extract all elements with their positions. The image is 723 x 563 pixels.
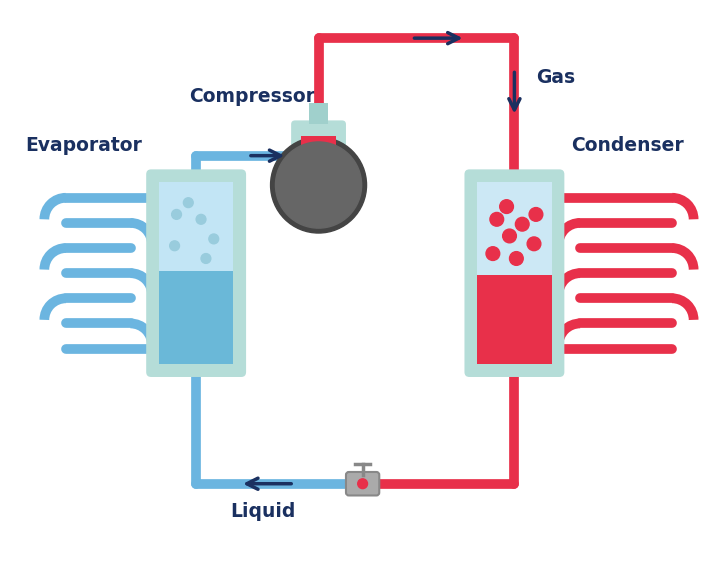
Text: Condenser: Condenser bbox=[571, 136, 684, 155]
FancyBboxPatch shape bbox=[346, 472, 380, 495]
Circle shape bbox=[184, 198, 193, 208]
Text: Evaporator: Evaporator bbox=[25, 136, 142, 155]
Circle shape bbox=[515, 217, 529, 231]
Bar bbox=[159, 182, 234, 271]
Text: Liquid: Liquid bbox=[231, 502, 296, 521]
Bar bbox=[477, 275, 552, 364]
Circle shape bbox=[201, 253, 211, 263]
Circle shape bbox=[171, 209, 181, 220]
Circle shape bbox=[500, 200, 513, 213]
Circle shape bbox=[529, 208, 543, 221]
Circle shape bbox=[358, 479, 367, 489]
FancyBboxPatch shape bbox=[291, 120, 346, 179]
FancyBboxPatch shape bbox=[146, 169, 246, 377]
Bar bbox=[159, 271, 234, 364]
Circle shape bbox=[527, 237, 541, 251]
Circle shape bbox=[209, 234, 218, 244]
Circle shape bbox=[502, 229, 516, 243]
Circle shape bbox=[270, 137, 367, 233]
Circle shape bbox=[196, 215, 206, 224]
Bar bbox=[477, 182, 552, 275]
Circle shape bbox=[490, 212, 504, 226]
Bar bbox=[309, 103, 328, 124]
Circle shape bbox=[510, 252, 523, 265]
Circle shape bbox=[170, 241, 179, 251]
Text: Compressor: Compressor bbox=[189, 87, 315, 106]
FancyBboxPatch shape bbox=[464, 169, 565, 377]
Text: Gas: Gas bbox=[536, 68, 575, 87]
Circle shape bbox=[486, 247, 500, 261]
Bar bbox=[301, 136, 336, 169]
Circle shape bbox=[275, 142, 362, 228]
